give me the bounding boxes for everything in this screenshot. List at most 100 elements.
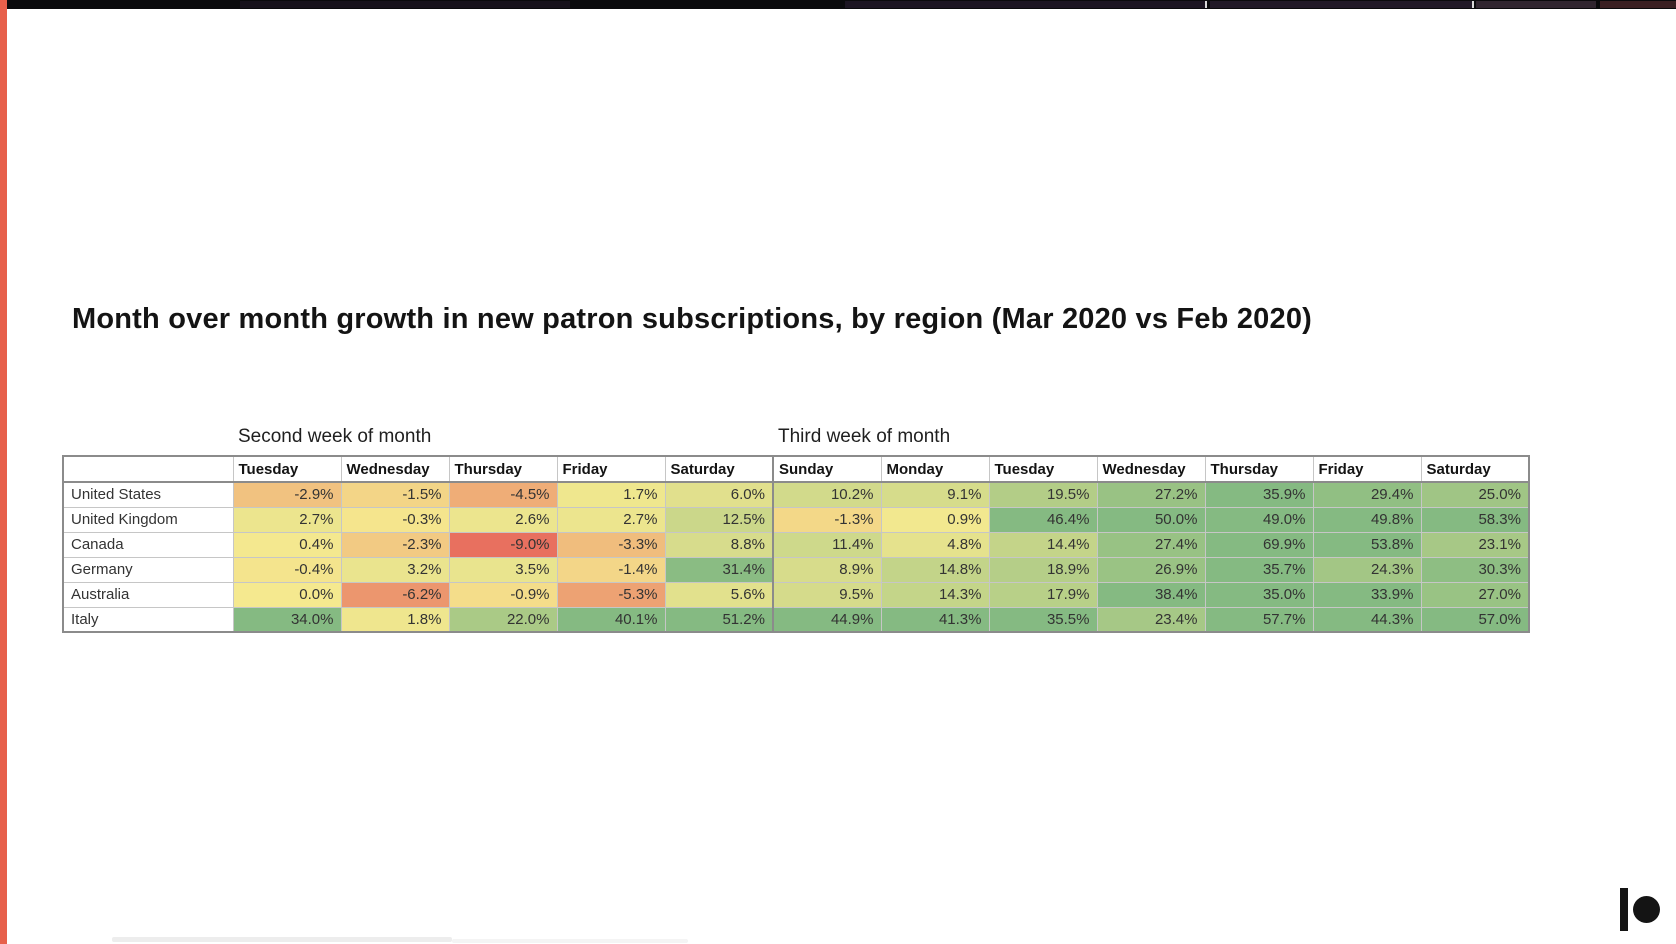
heatmap-cell: 58.3% [1420, 506, 1530, 533]
day-header: Monday [880, 455, 990, 483]
region-label: Italy [62, 606, 234, 633]
heatmap-cell: 33.9% [1312, 581, 1422, 608]
group-header-second-week: Second week of month [238, 426, 432, 447]
heatmap-cell: 25.0% [1420, 481, 1530, 508]
heatmap-cell: 51.2% [664, 606, 774, 633]
heatmap-cell: -1.3% [772, 506, 882, 533]
heatmap-cell: 2.7% [556, 506, 666, 533]
heatmap-cell: 35.9% [1204, 481, 1314, 508]
heatmap-table: Tuesday Wednesday Thursday Friday Saturday Su… [62, 455, 1530, 633]
day-header: Thursday [1204, 455, 1314, 483]
heatmap-cell: 26.9% [1096, 556, 1206, 583]
heatmap-cell: 4.8% [880, 531, 990, 558]
region-label: Australia [62, 581, 234, 608]
slide-title: Month over month growth in new patron su… [72, 303, 1313, 335]
heatmap-cell: 22.0% [448, 606, 558, 633]
day-header: Friday [1312, 455, 1422, 483]
bottom-chrome-remnant [452, 939, 688, 943]
heatmap-cell: 46.4% [988, 506, 1098, 533]
table-row: Australia 0.0% -6.2% -0.9% -5.3% 5.6% 9.5% 14.3… [62, 581, 1530, 608]
heatmap-cell: 12.5% [664, 506, 774, 533]
heatmap-cell: 8.9% [772, 556, 882, 583]
table-header: Tuesday Wednesday Thursday Friday Saturday Su… [62, 455, 1530, 483]
heatmap-cell: -1.4% [556, 556, 666, 583]
patreon-logo-bar [1620, 887, 1628, 931]
heatmap-cell: 53.8% [1312, 531, 1422, 558]
table-row: Canada 0.4% -2.3% -9.0% -3.3% 8.8% 11.4% 4.8% 14… [62, 531, 1530, 558]
heatmap-cell: 17.9% [988, 581, 1098, 608]
day-header: Saturday [664, 455, 774, 483]
heatmap-cell: 38.4% [1096, 581, 1206, 608]
video-filmstrip-bar [0, 0, 1676, 9]
heatmap-cell: 19.5% [988, 481, 1098, 508]
region-label: Germany [62, 556, 234, 583]
table-row: United States -2.9% -1.5% -4.5% 1.7% 6.0% 10.2… [62, 481, 1530, 508]
heatmap-cell: 9.5% [772, 581, 882, 608]
heatmap-cell: -2.3% [340, 531, 450, 558]
heatmap-cell: 3.2% [340, 556, 450, 583]
day-header: Saturday [1420, 455, 1530, 483]
day-header-row: Tuesday Wednesday Thursday Friday Saturday Su… [62, 455, 1530, 483]
heatmap-cell: 50.0% [1096, 506, 1206, 533]
table-row: Italy 34.0% 1.8% 22.0% 40.1% 51.2% 44.9% 41.3% 3… [62, 606, 1530, 633]
patreon-logo [1620, 887, 1666, 931]
region-label: United Kingdom [62, 506, 234, 533]
filmstrip-thumbnail [240, 1, 570, 8]
heatmap-cell: 30.3% [1420, 556, 1530, 583]
heatmap-cell: 41.3% [880, 606, 990, 633]
heatmap-cell: 6.0% [664, 481, 774, 508]
heatmap-cell: 40.1% [556, 606, 666, 633]
heatmap-cell: 23.1% [1420, 531, 1530, 558]
group-header-corner [62, 448, 232, 455]
heatmap-cell: 14.8% [880, 556, 990, 583]
heatmap-cell: 31.4% [664, 556, 774, 583]
heatmap-cell: 10.2% [772, 481, 882, 508]
day-header: Thursday [448, 455, 558, 483]
patreon-logo-circle [1633, 895, 1660, 923]
day-header: Tuesday [232, 455, 342, 483]
heatmap-cell: 57.7% [1204, 606, 1314, 633]
heatmap-cell: 27.0% [1420, 581, 1530, 608]
table-row: United Kingdom 2.7% -0.3% 2.6% 2.7% 12.5% -1.3… [62, 506, 1530, 533]
heatmap-cell: 11.4% [772, 531, 882, 558]
corner-cell [62, 455, 234, 483]
heatmap-cell: 34.0% [232, 606, 342, 633]
heatmap-cell: 0.9% [880, 506, 990, 533]
heatmap-cell: 69.9% [1204, 531, 1314, 558]
heatmap-cell: 2.6% [448, 506, 558, 533]
heatmap-cell: 0.4% [232, 531, 342, 558]
heatmap-cell: 24.3% [1312, 556, 1422, 583]
heatmap-cell: 14.4% [988, 531, 1098, 558]
heatmap-cell: 57.0% [1420, 606, 1530, 633]
filmstrip-thumbnail [1210, 1, 1474, 8]
region-label: Canada [62, 531, 234, 558]
filmstrip-thumbnail [845, 1, 1207, 8]
heatmap-cell: 29.4% [1312, 481, 1422, 508]
day-header: Tuesday [988, 455, 1098, 483]
bottom-chrome-remnant [112, 937, 452, 942]
heatmap-cell: -2.9% [232, 481, 342, 508]
heatmap-cell: 49.8% [1312, 506, 1422, 533]
heatmap-cell: -5.3% [556, 581, 666, 608]
heatmap-cell: 8.8% [664, 531, 774, 558]
filmstrip-thumbnail [1476, 1, 1596, 8]
heatmap-cell: 44.3% [1312, 606, 1422, 633]
heatmap-cell: -9.0% [448, 531, 558, 558]
heatmap-cell: -3.3% [556, 531, 666, 558]
day-header: Sunday [772, 455, 882, 483]
heatmap-cell: 35.7% [1204, 556, 1314, 583]
heatmap-cell: 35.0% [1204, 581, 1314, 608]
week-group-header-row: Second week of month Third week of month [62, 422, 1528, 455]
day-header: Friday [556, 455, 666, 483]
heatmap-cell: 1.7% [556, 481, 666, 508]
table-row: Germany -0.4% 3.2% 3.5% -1.4% 31.4% 8.9% 14.8% 1… [62, 556, 1530, 583]
heatmap-cell: 18.9% [988, 556, 1098, 583]
heatmap-cell: 14.3% [880, 581, 990, 608]
heatmap-cell: 3.5% [448, 556, 558, 583]
day-header: Wednesday [340, 455, 450, 483]
group-header-third-week: Third week of month [778, 426, 951, 447]
heatmap-cell: 44.9% [772, 606, 882, 633]
heatmap-cell: 49.0% [1204, 506, 1314, 533]
heatmap-cell: -0.9% [448, 581, 558, 608]
